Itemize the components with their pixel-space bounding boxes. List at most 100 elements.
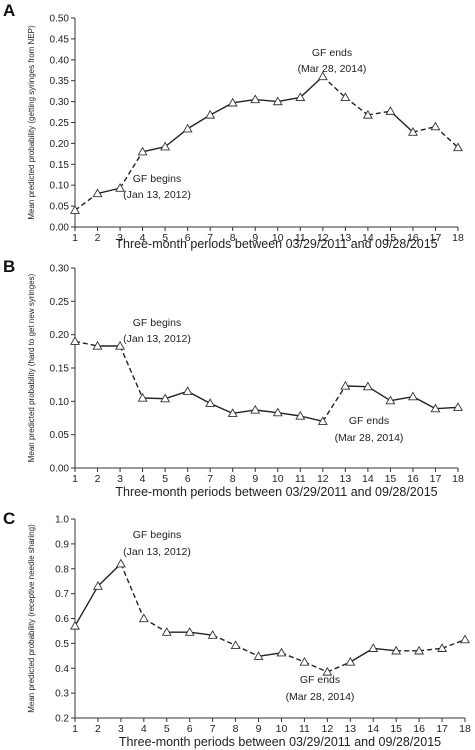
x-tick-label: 9: [252, 473, 258, 485]
series-line-segment: [232, 98, 256, 104]
x-axis-label: Three-month periods between 03/29/2011 a…: [119, 735, 441, 749]
data-point: [453, 402, 463, 411]
annotation-title: GF begins: [133, 317, 181, 329]
data-point: [115, 340, 126, 350]
x-tick-label: 14: [362, 232, 374, 244]
data-point: [138, 613, 149, 623]
data-point: [407, 391, 418, 401]
chart-panel-a: A 0.00 0.05 0.10 0.15 0.20 0.25 0.30 0.35 0.40 0.4…: [3, 1, 464, 251]
y-tick-label: 0.05: [50, 202, 70, 213]
x-tick-label: 10: [272, 473, 284, 485]
x-tick-label: 18: [452, 473, 464, 485]
y-tick-label: 0.00: [50, 464, 70, 475]
series-line-segment: [277, 96, 301, 103]
data-point: [340, 380, 351, 390]
data-point: [276, 647, 287, 657]
y-tick-label: 0.8: [55, 564, 69, 575]
y-tick-label: 0.4: [55, 664, 69, 675]
data-point: [272, 96, 283, 106]
y-tick-label: 0.6: [55, 614, 69, 625]
annotation-date: (Mar 28, 2014): [335, 432, 404, 444]
annotation-title: GF ends: [300, 674, 340, 686]
series-line-segment: [419, 647, 443, 652]
x-tick-label: 18: [459, 723, 471, 735]
x-tick-label: 15: [385, 232, 397, 244]
series-line-segment: [164, 390, 188, 400]
y-tick-label: 0.7: [55, 589, 69, 600]
data-point: [92, 581, 103, 590]
x-tick-label: 1: [72, 473, 78, 485]
series-line-segment: [232, 409, 256, 415]
y-axis-label: Mean predicted probability (getting syri…: [27, 25, 36, 220]
x-tick-label: 11: [295, 232, 306, 244]
y-tick-label: 0.9: [55, 539, 69, 550]
x-tick-label: 7: [207, 232, 213, 244]
series-line-segment: [412, 125, 436, 133]
x-tick-label: 4: [140, 232, 146, 244]
y-tick-label: 0.40: [50, 55, 70, 66]
data-point: [207, 630, 218, 639]
x-tick-label: 10: [276, 723, 288, 735]
annotation-title: GF begins: [133, 173, 181, 185]
data-point: [70, 336, 80, 345]
x-tick-label: 17: [430, 232, 442, 244]
data-point: [227, 97, 238, 107]
y-axis-label: Mean predicted probability (receptive ne…: [27, 524, 36, 713]
data-point: [385, 395, 396, 405]
series-line-segment: [281, 652, 305, 663]
x-tick-label: 8: [230, 232, 236, 244]
data-point: [230, 640, 241, 649]
series-line-segment: [277, 411, 301, 417]
x-tick-label: 14: [362, 473, 374, 485]
x-axis-label: Three-month periods between 03/29/2011 a…: [115, 485, 437, 499]
x-tick-label: 1: [72, 723, 78, 735]
series-line-segment: [373, 647, 397, 652]
x-tick-label: 12: [317, 473, 329, 485]
x-tick-label: 8: [233, 723, 239, 735]
x-tick-label: 3: [118, 723, 124, 735]
y-tick-label: 0.10: [50, 181, 70, 192]
y-tick-label: 0.05: [50, 430, 70, 441]
data-point: [115, 558, 126, 568]
data-point: [414, 645, 425, 655]
data-point: [70, 620, 80, 630]
data-point: [92, 188, 103, 198]
series-line-segment: [142, 397, 166, 400]
data-point: [253, 651, 264, 660]
y-tick-label: 0.00: [50, 223, 70, 234]
series-line-segment: [441, 638, 466, 650]
x-tick-label: 5: [164, 723, 170, 735]
y-tick-label: 0.5: [55, 639, 69, 650]
data-point: [70, 205, 80, 214]
data-point: [430, 403, 441, 413]
series-line-segment: [97, 563, 122, 587]
annotation-date: (Mar 28, 2014): [298, 63, 367, 75]
x-tick-label: 16: [407, 473, 419, 485]
x-axis-label: Three-month periods between 03/29/2011 a…: [115, 237, 437, 251]
data-point: [160, 141, 171, 151]
x-tick-label: 18: [452, 232, 464, 244]
series-line-segment: [345, 385, 368, 388]
data-point: [250, 404, 261, 414]
x-tick-label: 8: [230, 473, 236, 485]
data-point: [205, 109, 216, 119]
y-tick-label: 0.20: [50, 330, 70, 341]
y-tick-label: 0.20: [50, 139, 70, 150]
y-tick-label: 0.30: [50, 97, 70, 108]
data-point: [430, 121, 441, 131]
annotation-date: (Mar 28, 2014): [286, 691, 355, 703]
data-point: [362, 109, 373, 119]
data-point: [115, 183, 126, 192]
series-line-segment: [322, 76, 346, 98]
annotation-date: (Jan 13, 2012): [123, 333, 191, 345]
series-line-segment: [74, 585, 99, 627]
data-point: [295, 410, 306, 420]
data-point: [299, 656, 310, 666]
series-line-segment: [435, 406, 459, 410]
series-line-segment: [119, 345, 144, 399]
data-point: [184, 627, 195, 636]
x-tick-label: 13: [340, 232, 352, 244]
data-point: [227, 408, 238, 417]
data-point: [161, 627, 172, 636]
